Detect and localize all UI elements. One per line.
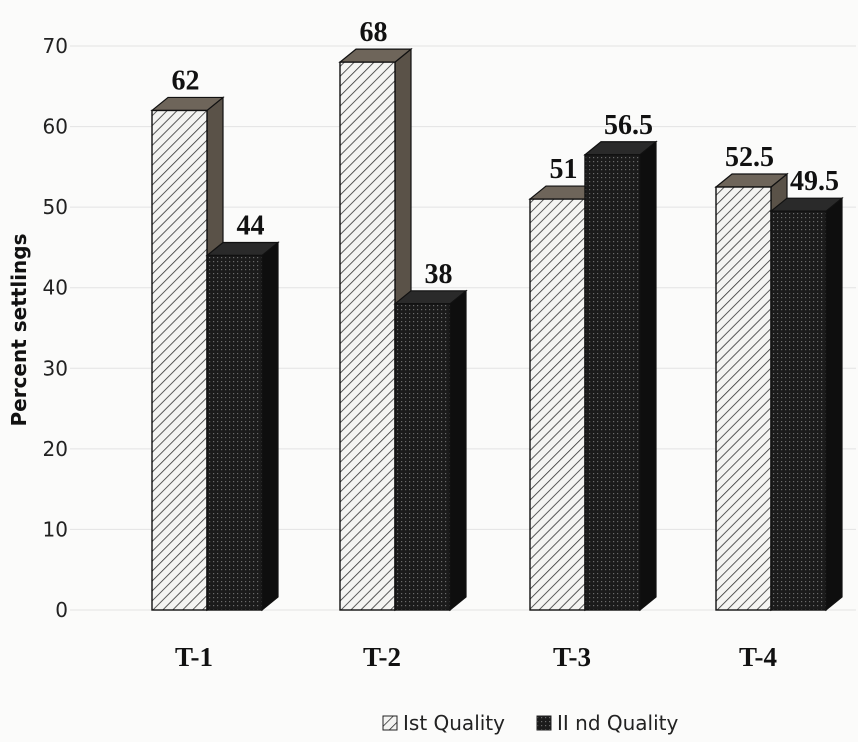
bar-front <box>715 186 772 611</box>
bar-front <box>339 61 396 611</box>
bar-front <box>206 254 263 611</box>
bar-group-t-4 <box>714 172 844 612</box>
bar-side <box>639 140 657 612</box>
value-label: 51 <box>550 154 578 185</box>
value-labels: 62 44 68 38 51 56.5 52.5 49.5 <box>172 17 840 290</box>
bar-front <box>584 154 641 611</box>
bar-t-2-series-2 <box>393 289 468 612</box>
category-label: T-3 <box>553 642 591 672</box>
bar-front <box>151 109 208 611</box>
bar-front <box>394 303 451 611</box>
legend-swatch-ist-quality <box>382 715 398 731</box>
legend: Ist Quality II nd Quality <box>382 711 679 735</box>
legend-label-iind-quality: II nd Quality <box>557 711 679 735</box>
y-tick-label: 70 <box>43 34 68 58</box>
category-label: T-4 <box>739 642 777 672</box>
bar-group-t-3 <box>528 140 658 612</box>
bar-t-4-series-2 <box>769 196 844 612</box>
bar-t-1-series-1 <box>150 96 225 612</box>
value-label: 62 <box>172 65 200 96</box>
y-tick-label: 40 <box>43 276 68 300</box>
bars <box>150 47 844 612</box>
value-label: 38 <box>425 259 453 290</box>
legend-label-ist-quality: Ist Quality <box>403 711 505 735</box>
bar-side <box>449 289 467 612</box>
y-tick-label: 0 <box>55 598 68 622</box>
y-axis-label: Percent settlings <box>7 233 31 426</box>
y-tick-label: 30 <box>43 356 68 380</box>
bar-t-1-series-2 <box>205 241 280 612</box>
bar-side <box>261 241 279 612</box>
bar-front <box>770 210 827 611</box>
bar-group-t-1 <box>150 96 280 612</box>
bar-front <box>529 198 586 611</box>
value-label: 44 <box>237 210 265 241</box>
value-label: 52.5 <box>725 142 774 173</box>
bar-t-3-series-2 <box>583 140 658 612</box>
category-labels: T-1 T-2 T-3 T-4 <box>175 642 777 672</box>
category-label: T-2 <box>363 642 401 672</box>
y-tick-label: 60 <box>43 115 68 139</box>
y-tick-label: 50 <box>43 195 68 219</box>
bar-side <box>825 196 843 612</box>
y-tick-label: 20 <box>43 437 68 461</box>
y-tick-label: 10 <box>43 517 68 541</box>
legend-swatch-iind-quality <box>536 715 552 731</box>
value-label: 68 <box>360 17 388 48</box>
value-label: 49.5 <box>790 166 839 197</box>
bar-group-t-2 <box>338 47 468 612</box>
value-label: 56.5 <box>604 110 653 141</box>
y-axis-ticks: 0 10 20 30 40 50 60 70 <box>43 34 68 622</box>
category-label: T-1 <box>175 642 213 672</box>
